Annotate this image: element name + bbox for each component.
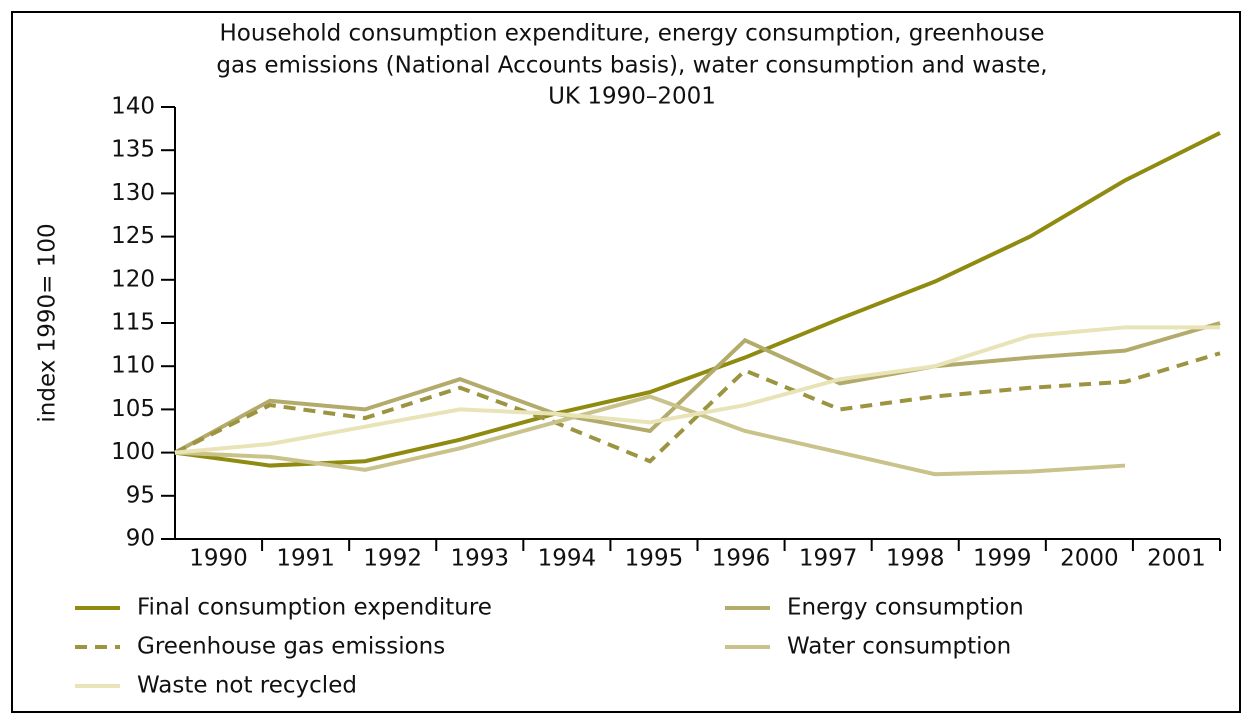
x-tick-label: 1991 [276, 546, 335, 572]
x-tick-label: 1992 [363, 546, 422, 572]
series-line [174, 321, 1221, 455]
x-tick-label: 1997 [799, 546, 858, 572]
x-tick-label: 1996 [712, 546, 771, 572]
x-tick-label: 1993 [451, 546, 510, 572]
y-tick-label: 125 [111, 223, 155, 249]
series-line [174, 351, 1221, 464]
series-line [174, 394, 1126, 477]
chart-title: Household consumption expenditure, energ… [219, 21, 1044, 47]
y-tick-label: 95 [126, 482, 155, 508]
legend-label: Waste not recycled [137, 673, 357, 699]
chart-title: UK 1990–2001 [548, 84, 716, 110]
x-tick-label: 1999 [973, 546, 1032, 572]
y-tick-label: 115 [111, 310, 155, 336]
x-tick-label: 1990 [189, 546, 248, 572]
chart-title: gas emissions (National Accounts basis),… [216, 53, 1047, 79]
y-tick-label: 135 [111, 137, 155, 163]
series-line [174, 325, 1220, 455]
legend-label: Final consumption expenditure [137, 595, 492, 621]
legend-label: Energy consumption [787, 595, 1024, 621]
y-tick-label: 90 [126, 526, 155, 552]
x-tick-label: 2001 [1147, 546, 1206, 572]
y-tick-label: 140 [111, 94, 155, 120]
frame [11, 11, 1241, 713]
x-tick-label: 2000 [1060, 546, 1119, 572]
legend-label: Water consumption [787, 634, 1011, 660]
legend-label: Greenhouse gas emissions [137, 634, 445, 660]
y-tick-label: 100 [111, 439, 155, 465]
y-tick-label: 120 [111, 266, 155, 292]
y-tick-label: 130 [111, 180, 155, 206]
y-axis-label: index 1990= 100 [35, 223, 61, 422]
x-tick-label: 1998 [886, 546, 945, 572]
series-line [174, 131, 1221, 468]
x-tick-label: 1994 [538, 546, 597, 572]
y-tick-label: 110 [111, 353, 155, 379]
x-tick-label: 1995 [625, 546, 684, 572]
y-tick-label: 105 [111, 396, 155, 422]
